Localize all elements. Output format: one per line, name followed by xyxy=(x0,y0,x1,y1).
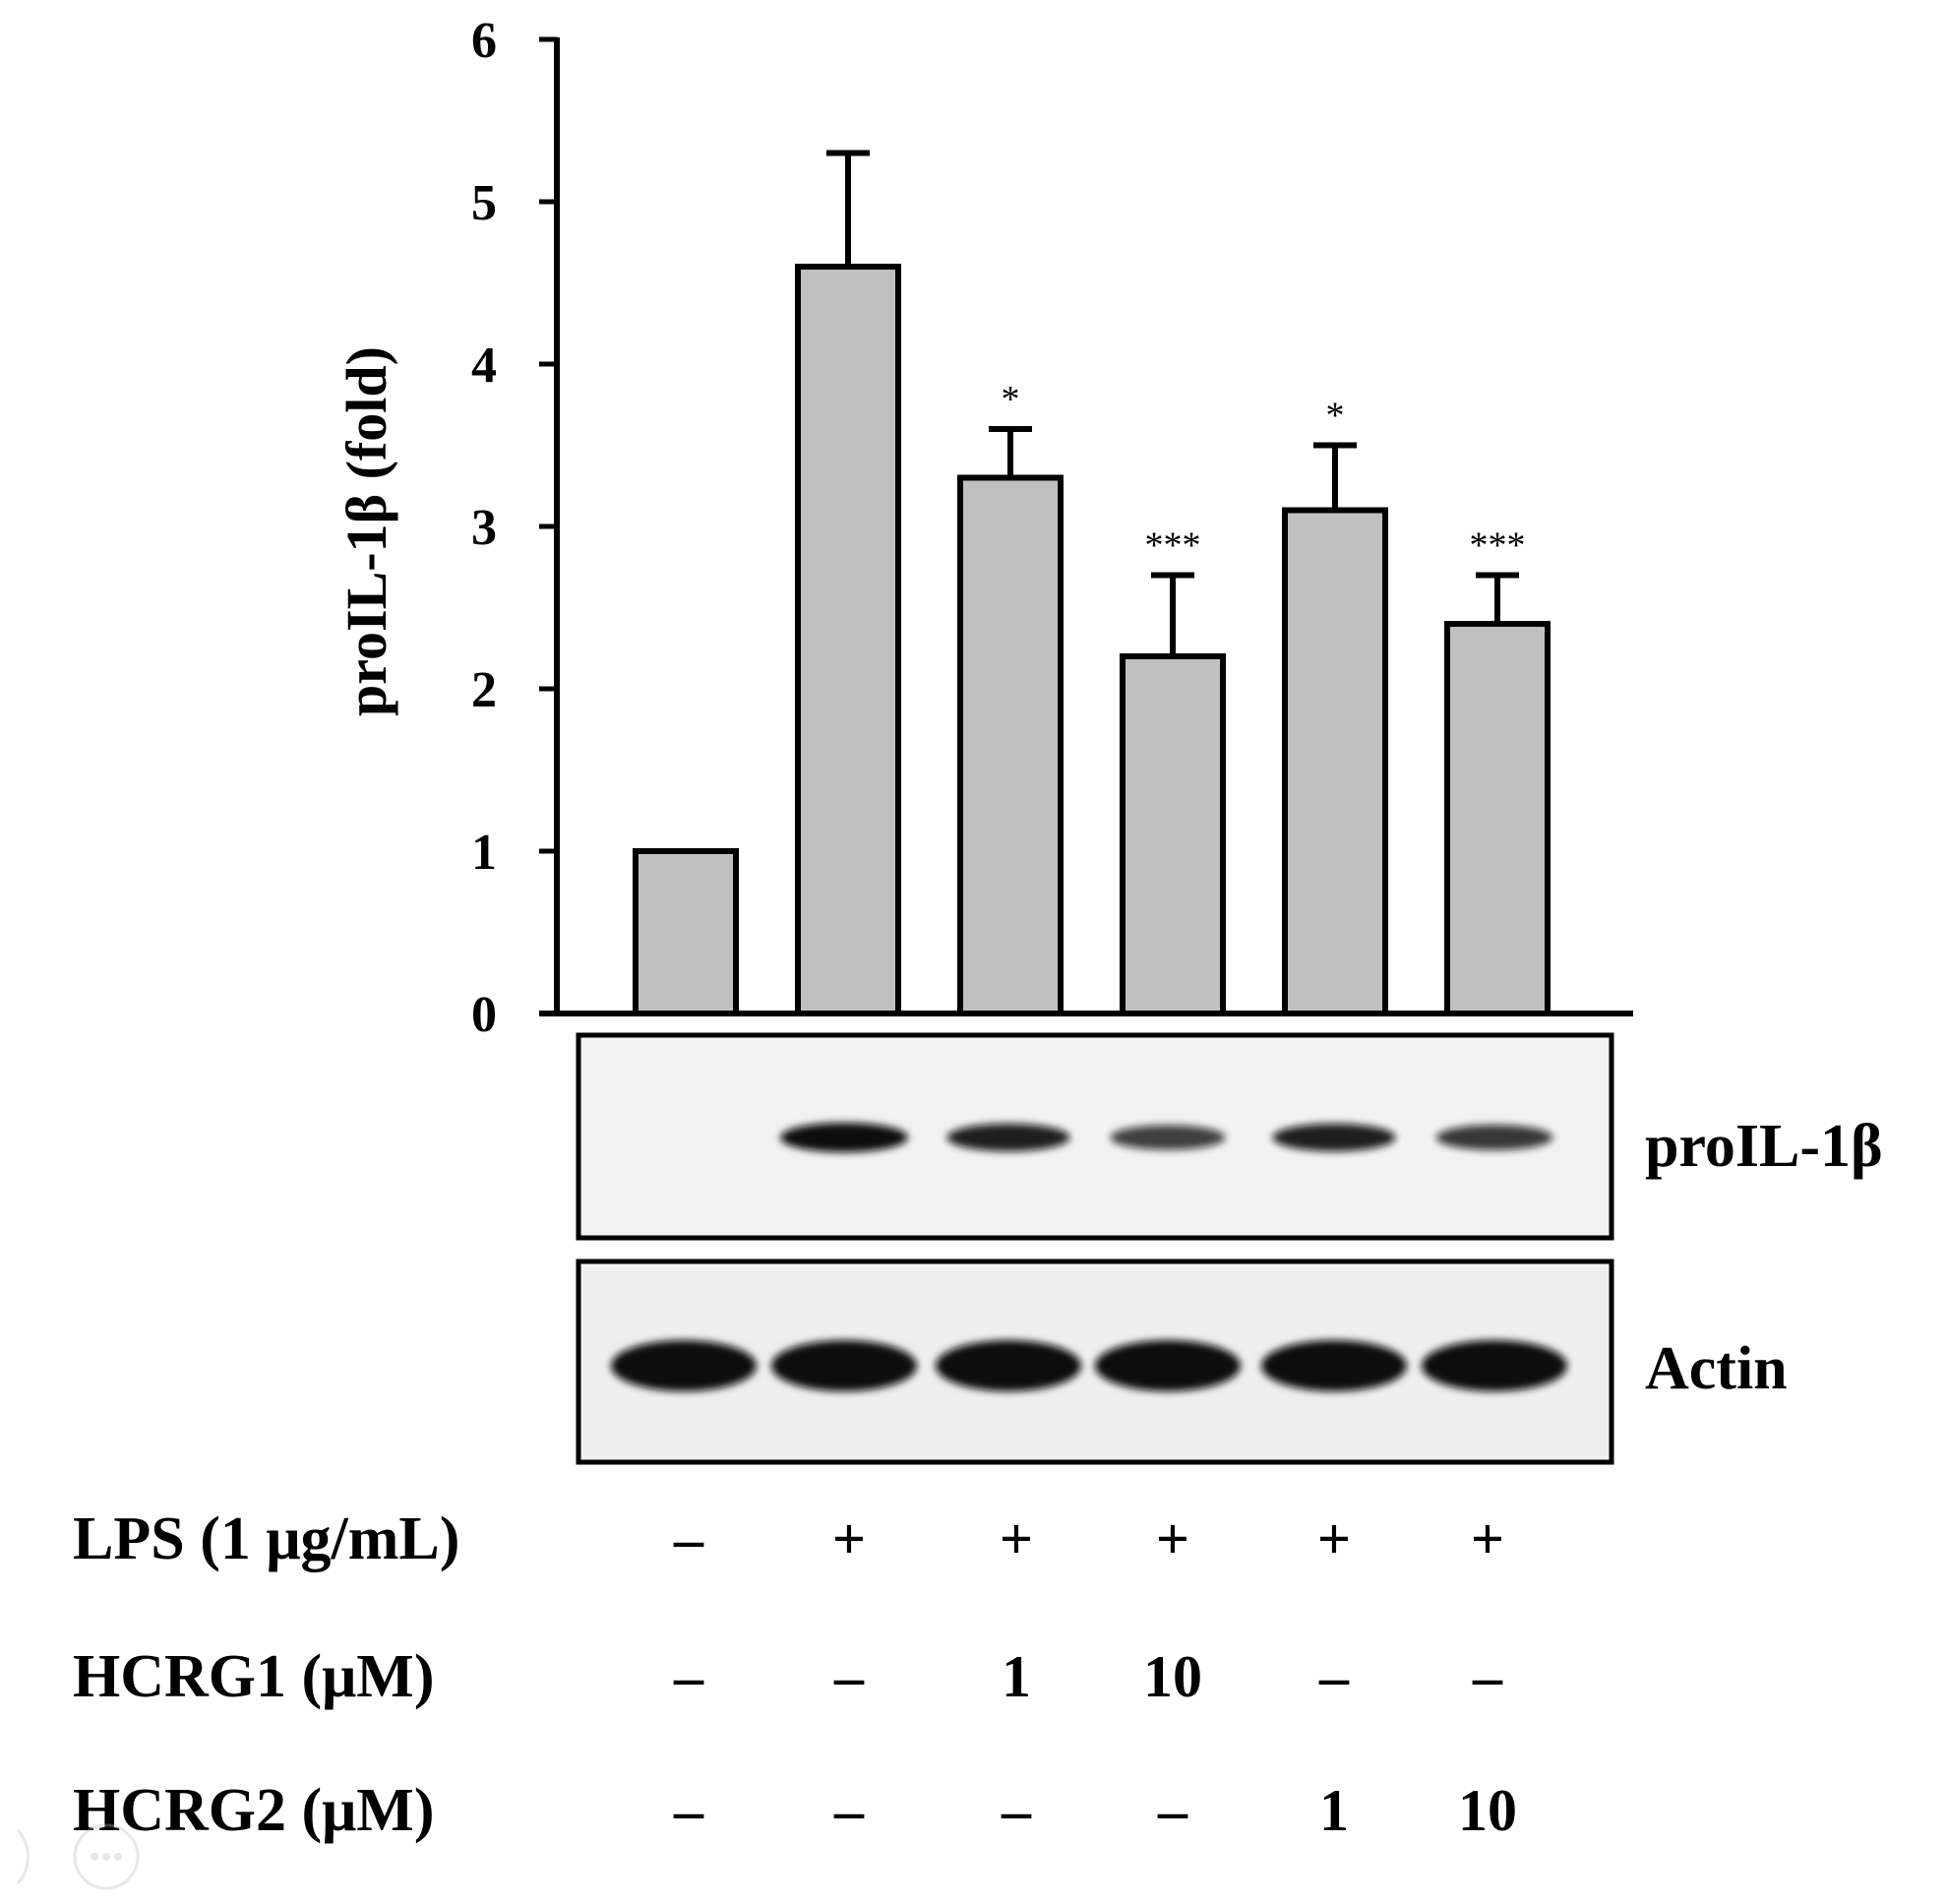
y-axis-title: proIL-1β (fold) xyxy=(335,346,398,716)
condition-value: – xyxy=(1157,1778,1188,1843)
significance-label: * xyxy=(1326,396,1345,437)
y-tick-label: 5 xyxy=(471,175,497,231)
blot-band xyxy=(1422,1340,1567,1391)
blot-band xyxy=(1095,1340,1241,1391)
y-tick-label: 3 xyxy=(471,500,497,556)
blot-band xyxy=(946,1123,1070,1152)
significance-label: *** xyxy=(1145,525,1201,567)
condition-label-hcrg1: HCRG1 (μM) xyxy=(73,1643,434,1710)
condition-value: + xyxy=(832,1506,866,1571)
y-tick-label: 0 xyxy=(471,987,497,1043)
bar xyxy=(1120,653,1226,1016)
condition-value: – xyxy=(1472,1644,1503,1709)
condition-value: + xyxy=(1471,1506,1504,1571)
condition-value: – xyxy=(673,1778,704,1843)
condition-label-hcrg2: HCRG2 (μM) xyxy=(73,1777,434,1844)
bar xyxy=(795,264,901,1016)
blot-band xyxy=(936,1340,1081,1391)
blot-band xyxy=(1435,1125,1553,1150)
bar xyxy=(633,848,739,1016)
bar xyxy=(1282,507,1388,1016)
blot-band xyxy=(771,1340,917,1391)
blot-label-actin: Actin xyxy=(1645,1335,1788,1402)
blot-band xyxy=(1261,1340,1407,1391)
y-tick-label: 6 xyxy=(471,13,497,69)
condition-value: + xyxy=(1317,1506,1351,1571)
condition-value: – xyxy=(1001,1778,1032,1843)
condition-value: – xyxy=(673,1644,704,1709)
watermark-icon xyxy=(16,1823,140,1890)
condition-value: 10 xyxy=(1143,1644,1202,1709)
condition-value: 1 xyxy=(1002,1644,1031,1709)
y-tick-label: 4 xyxy=(471,338,497,394)
blot-band xyxy=(780,1123,908,1152)
condition-value: – xyxy=(673,1506,704,1571)
bar xyxy=(957,474,1064,1016)
condition-value: – xyxy=(1318,1644,1350,1709)
blot-band xyxy=(1110,1125,1226,1150)
blot-band xyxy=(611,1340,757,1391)
significance-label: *** xyxy=(1470,525,1526,567)
y-tick-label: 1 xyxy=(471,825,497,881)
condition-label-lps: LPS (1 μg/mL) xyxy=(73,1505,459,1572)
bar xyxy=(1444,621,1551,1016)
condition-value: 1 xyxy=(1319,1778,1349,1843)
blot-label-proil1b: proIL-1β xyxy=(1645,1113,1883,1180)
blot-band xyxy=(1272,1123,1396,1152)
condition-value: + xyxy=(1156,1506,1189,1571)
condition-value: – xyxy=(833,1644,865,1709)
condition-value: + xyxy=(1000,1506,1033,1571)
condition-value: 10 xyxy=(1458,1778,1517,1843)
significance-label: * xyxy=(1002,379,1020,420)
condition-value: – xyxy=(833,1778,865,1843)
y-tick-label: 2 xyxy=(471,662,497,718)
